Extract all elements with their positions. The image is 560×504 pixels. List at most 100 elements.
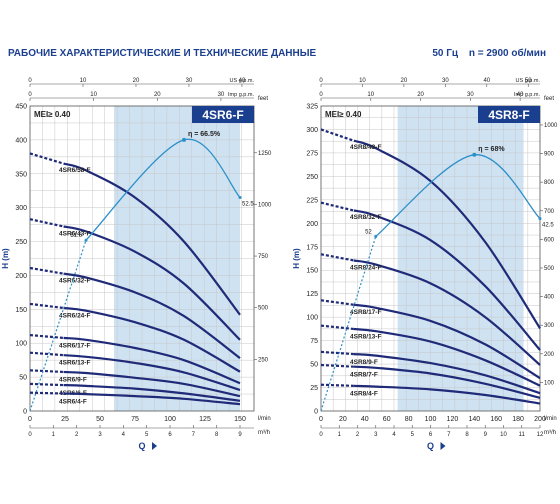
chart2-x2-tick-label: 0 <box>319 432 323 438</box>
chart1-curve-label: 4SR6/4-F <box>59 398 87 405</box>
chart2-top2-tick-label: 10 <box>367 92 374 98</box>
chart1-pump-curve <box>63 392 241 406</box>
chart2-x-tick-label: 0 <box>319 416 323 423</box>
chart2-pump-curve <box>353 327 541 387</box>
chart2-efficiency-left-label: 52 <box>365 229 372 235</box>
chart1-x2-tick-label: 2 <box>75 432 79 438</box>
chart1-curve-dashed-segment <box>29 302 64 310</box>
chart1-curve-dashed-segment <box>29 152 64 165</box>
chart1-model-title: 4SR6-F <box>202 108 243 122</box>
chart2-x2-tick-label: 9 <box>484 432 488 438</box>
chart1-x2-tick-label: 0 <box>28 432 32 438</box>
chart2-feet-tick-label: 700 <box>544 209 555 215</box>
chart1-top1-tick-label: 20 <box>133 78 140 84</box>
chart2-feet-tick-label: 900 <box>544 152 555 158</box>
chart2-curve-dashed-segment <box>320 363 354 368</box>
chart1-curve-dashed-segment <box>29 369 64 374</box>
chart2-top1-tick-label: 40 <box>483 78 490 84</box>
chart2-y-tick-label: 75 <box>310 338 318 345</box>
chart2-curve-dashed-segment <box>320 324 354 331</box>
chart2-x-tick-label: 100 <box>425 416 437 423</box>
frequency-label: 50 Гц <box>432 48 459 59</box>
chart1-pump-curve <box>63 272 241 359</box>
chart1-y-tick-label: 50 <box>19 375 27 382</box>
chart1-feet-unit-label: feet <box>258 96 268 102</box>
chart2-feet-tick-label: 500 <box>544 266 555 272</box>
chart1-top2-tick-label: 30 <box>218 92 225 98</box>
chart2-x2-tick-label: 4 <box>392 432 396 438</box>
chart2-feet-tick-label: 300 <box>544 323 555 329</box>
chart2-efficiency-right-label: 42.5 <box>542 223 554 229</box>
chart1-curve-label: 4SR6/58-F <box>59 167 90 174</box>
chart1-efficiency-peak <box>182 137 186 142</box>
chart2-x2-tick-label: 12 <box>537 432 544 438</box>
chart1-top1-tick-label: 40 <box>239 78 246 84</box>
chart1-top2-tick-label: 20 <box>154 92 161 98</box>
chart1-top1-tick-label: 0 <box>28 78 32 84</box>
chart2-curve-label: 4SR8/7-F <box>350 371 378 378</box>
chart2-pump-curve <box>353 384 541 405</box>
chart2-curve-label: 4SR8/9-F <box>350 359 378 366</box>
chart2-feet-tick-label: 100 <box>544 380 555 386</box>
chart2-curve-label: 4SR8/32-F <box>350 214 381 221</box>
chart1-efficiency-right-label: 52.5 <box>242 202 254 208</box>
chart2-efficiency-label: η = 68% <box>478 146 505 153</box>
chart1-efficiency-curve <box>85 138 241 241</box>
chart1-curve-dashed-segment <box>29 382 64 387</box>
chart2-curve-dashed-segment <box>320 253 355 262</box>
chart1-curve-label: 4SR6/9-F <box>59 377 87 384</box>
chart2-curve-dashed-segment <box>320 299 354 306</box>
chart2-y-tick-label: 0 <box>314 409 318 416</box>
chart2-x2-tick-label: 5 <box>411 432 415 438</box>
chart1-x-tick-label: 150 <box>234 416 246 423</box>
chart1-y-tick-label: 200 <box>15 273 27 280</box>
chart1-top2-unit-label: Imp g.p.m. <box>228 92 254 98</box>
chart2-pump-curve <box>353 139 541 329</box>
chart1-x-unit-label: l/min <box>258 416 271 422</box>
chart2-x2-unit-label: m³/h <box>544 430 556 436</box>
chart2-efficiency-dashed-segment <box>320 236 377 412</box>
chart1-x-tick-label: 125 <box>199 416 211 423</box>
chart1-efficiency-right-point <box>238 196 242 199</box>
chart1-feet-tick-label: 750 <box>258 254 269 260</box>
chart2-y-tick-label: 175 <box>306 244 318 251</box>
chart2-y-tick-label: 325 <box>306 104 318 111</box>
chart1-y-tick-label: 400 <box>15 137 27 144</box>
chart2-top2-tick-label: 20 <box>417 92 424 98</box>
chart2-y-tick-label: 300 <box>306 127 318 134</box>
chart2-efficiency-peak <box>472 152 477 157</box>
chart1-curve-label: 4SR6/32-F <box>59 278 90 285</box>
chart2-x2-tick-label: 10 <box>500 432 507 438</box>
chart2-plot-frame <box>320 105 541 412</box>
chart1-x2-tick-label: 6 <box>168 432 172 438</box>
chart1-pump-curve <box>63 306 241 373</box>
chart2-y-tick-label: 125 <box>306 291 318 298</box>
chart1-x2-tick-label: 4 <box>122 432 126 438</box>
chart2-top1-tick-label: 30 <box>442 78 449 84</box>
chart1-mei-label: MEI≥ 0.40 <box>34 110 71 119</box>
chart1-curve-label: 4SR6/17-F <box>59 342 90 349</box>
chart2-curve-label: 4SR8/17-F <box>350 309 381 316</box>
speed-label: n = 2900 об/мин <box>468 48 546 59</box>
chart1-model-badge <box>192 106 254 123</box>
chart2-top1-tick-label: 50 <box>525 78 532 84</box>
chart2-model-title: 4SR8-F <box>488 108 529 122</box>
chart1-arrow-right-icon <box>152 442 157 450</box>
chart2-y-axis-title: H (m) <box>292 248 301 269</box>
chart2-y-tick-label: 100 <box>306 315 318 322</box>
chart2-y-tick-label: 225 <box>306 197 318 204</box>
chart1-feet-tick-label: 1250 <box>258 151 272 157</box>
chart1-top2-tick-label: 10 <box>90 92 97 98</box>
chart1-efficiency-left-label: 51.6 <box>70 233 82 239</box>
chart2-x2-tick-label: 1 <box>338 432 342 438</box>
chart1-x2-unit-label: m³/h <box>258 430 270 436</box>
chart2-pump-curve <box>353 365 541 399</box>
chart1-curve-dashed-segment <box>29 218 64 228</box>
chart1-curve-dashed-segment <box>29 266 64 275</box>
chart2-x-tick-label: 80 <box>405 416 413 423</box>
chart2-top2-tick-label: 40 <box>517 92 524 98</box>
chart1-y-tick-label: 300 <box>15 205 27 212</box>
chart2-top1-unit-label: US g.p.m. <box>516 78 541 84</box>
page-title: РАБОЧИЕ ХАРАКТЕРИСТИЧЕСКИЕ И ТЕХНИЧЕСКИЕ… <box>8 48 317 59</box>
chart1-top1-tick-label: 30 <box>186 78 193 84</box>
